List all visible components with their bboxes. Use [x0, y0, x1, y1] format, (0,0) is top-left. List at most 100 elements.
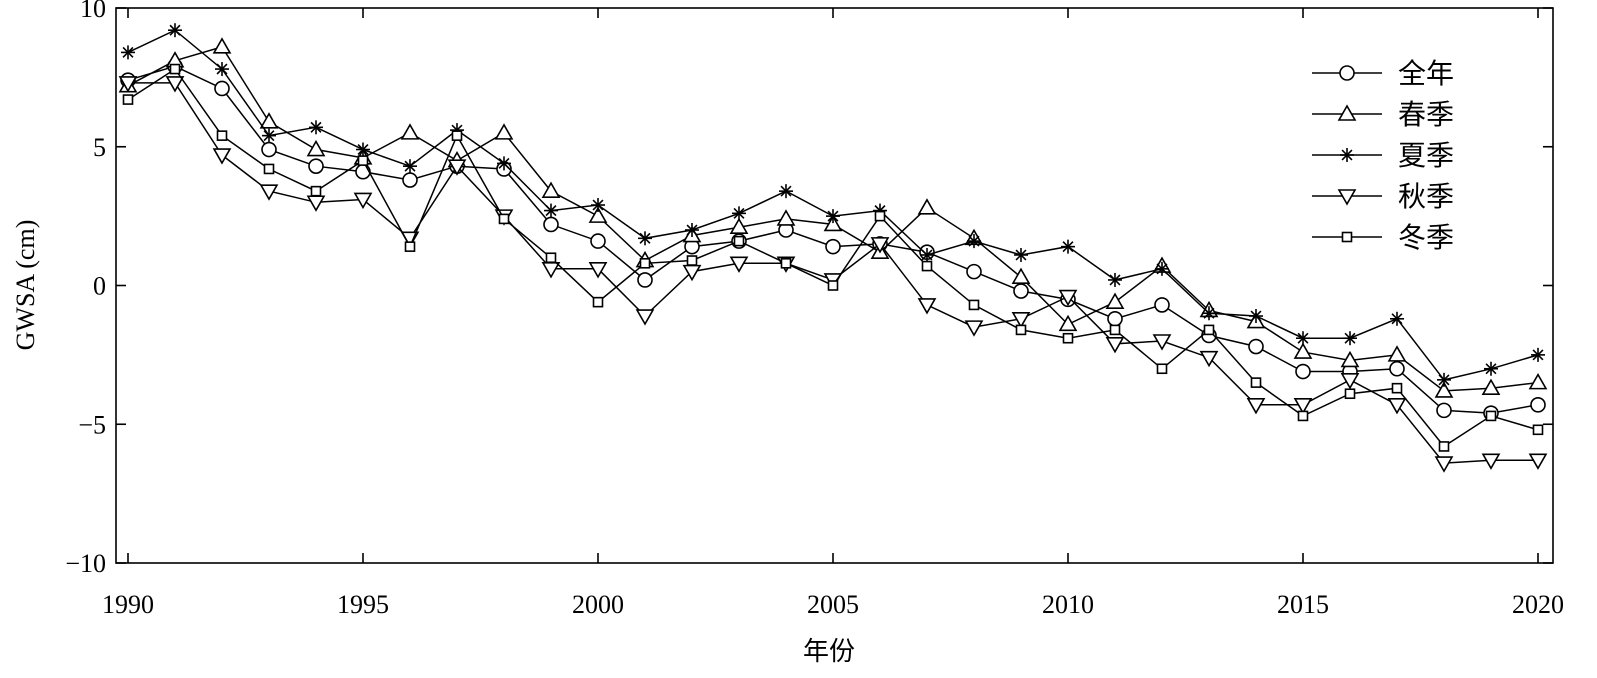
- data-point: [1434, 456, 1454, 473]
- data-point: [968, 299, 980, 311]
- data-point: [1344, 388, 1356, 400]
- x-tick-label: 1995: [337, 590, 389, 619]
- data-point: [1248, 338, 1264, 355]
- data-point: [1062, 332, 1074, 344]
- data-point: [1481, 378, 1501, 395]
- data-point: [1155, 261, 1169, 276]
- data-point: [168, 23, 182, 38]
- legend-entry: 全年: [1312, 57, 1454, 90]
- data-point: [588, 262, 608, 279]
- legend-entry: 秋季: [1312, 180, 1454, 213]
- data-point: [921, 260, 933, 272]
- data-point: [121, 45, 135, 60]
- data-point: [497, 156, 511, 171]
- data-point: [1343, 331, 1357, 346]
- data-point: [588, 206, 608, 223]
- data-point: [1387, 345, 1407, 362]
- data-point: [1389, 360, 1405, 377]
- data-point: [216, 130, 228, 141]
- data-point: [306, 139, 326, 157]
- data-point: [1297, 410, 1309, 422]
- data-point: [591, 198, 605, 213]
- data-point: [1528, 373, 1548, 390]
- data-point: [544, 203, 558, 218]
- data-point: [1530, 397, 1546, 413]
- data-point: [263, 163, 275, 175]
- data-point: [118, 76, 138, 93]
- y-tick-label: 5: [93, 133, 106, 162]
- data-point: [259, 112, 279, 129]
- data-point: [1531, 347, 1545, 362]
- data-point: [1199, 350, 1219, 368]
- data-point: [543, 216, 559, 233]
- data-point: [1438, 441, 1450, 452]
- data-point: [964, 320, 984, 337]
- data-point: [917, 198, 937, 215]
- data-point: [1340, 350, 1360, 368]
- data-point: [729, 256, 749, 273]
- data-point: [541, 181, 561, 198]
- data-point: [1013, 283, 1029, 299]
- data-point: [967, 234, 981, 249]
- data-point: [729, 217, 749, 235]
- data-point: [1293, 398, 1313, 415]
- data-point: [1011, 311, 1031, 329]
- legend-marker: [1341, 231, 1353, 243]
- data-point: [1295, 363, 1311, 380]
- x-axis-label: 年份: [803, 637, 855, 667]
- data-point: [1152, 334, 1172, 351]
- legend-marker: [1340, 148, 1354, 162]
- data-point: [1107, 310, 1123, 327]
- data-point: [402, 172, 418, 188]
- y-tick-label: −10: [65, 549, 106, 578]
- y-axis-label: GWSA (cm): [11, 220, 40, 351]
- data-point: [1154, 297, 1170, 313]
- data-point: [1203, 324, 1215, 336]
- data-point: [447, 159, 467, 176]
- data-point: [639, 257, 651, 269]
- data-point: [1108, 272, 1122, 287]
- data-point: [776, 209, 796, 226]
- data-point: [494, 123, 514, 140]
- data-point: [122, 94, 134, 105]
- data-point: [355, 163, 371, 180]
- x-tick-label: 2015: [1277, 590, 1329, 619]
- data-point: [870, 237, 890, 254]
- x-tick-label: 1990: [102, 590, 154, 619]
- data-point: [827, 280, 839, 291]
- data-point: [1202, 306, 1216, 321]
- legend-entry: 冬季: [1312, 221, 1454, 254]
- data-point: [638, 231, 652, 246]
- data-point: [169, 63, 181, 75]
- series-3: [121, 23, 1545, 387]
- data-point: [1391, 382, 1403, 394]
- data-point: [1249, 309, 1263, 324]
- data-point: [310, 185, 322, 197]
- legend-label: 全年: [1398, 57, 1454, 90]
- series-line: [128, 82, 1538, 464]
- legend-label: 秋季: [1398, 180, 1454, 213]
- data-point: [165, 76, 185, 93]
- data-point: [262, 128, 276, 143]
- data-point: [215, 62, 229, 77]
- legend-marker: [1337, 104, 1357, 121]
- y-tick-label: 0: [93, 272, 106, 301]
- data-point: [1532, 424, 1544, 436]
- data-point: [966, 263, 982, 280]
- data-point: [308, 158, 324, 174]
- data-point: [309, 120, 323, 135]
- x-tick-label: 2020: [1512, 590, 1564, 619]
- series-line: [127, 68, 1539, 448]
- data-point: [1014, 247, 1028, 262]
- series-layer: [118, 23, 1548, 473]
- legend-label: 冬季: [1398, 221, 1454, 254]
- data-point: [1105, 336, 1125, 354]
- y-tick-label: 10: [80, 0, 106, 23]
- data-point: [404, 241, 416, 252]
- data-point: [212, 148, 232, 165]
- data-point: [1436, 402, 1452, 419]
- data-point: [1485, 410, 1497, 422]
- data-point: [780, 257, 792, 269]
